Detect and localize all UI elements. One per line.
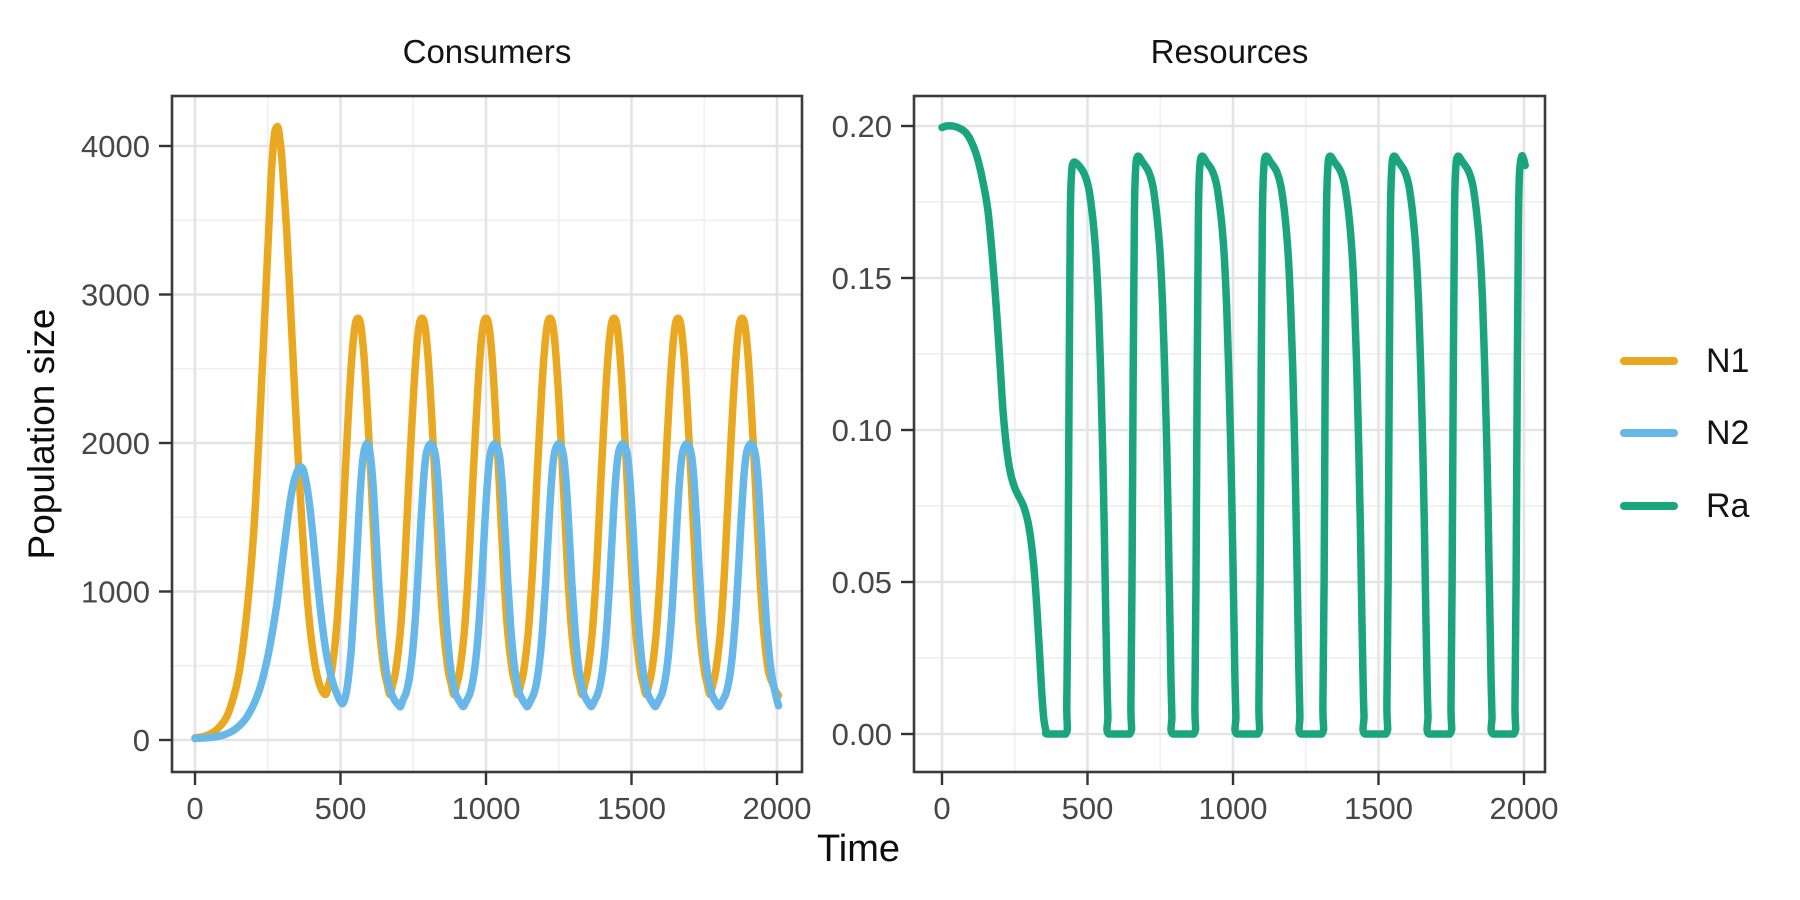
x-tick-label: 1000 <box>1199 791 1268 826</box>
x-tick-label: 500 <box>315 791 367 826</box>
y-tick-label: 3000 <box>81 278 150 313</box>
panel-border <box>912 94 1547 774</box>
x-tick-label: 0 <box>186 791 203 826</box>
x-tick-label: 500 <box>1062 791 1114 826</box>
y-tick-label: 0 <box>133 723 150 758</box>
n2-line <box>191 439 783 743</box>
legend-item-n1: N1 <box>1620 343 1749 379</box>
x-tick-label: 0 <box>933 791 950 826</box>
y-tick-label: 0.05 <box>832 565 892 600</box>
x-tick-label: 2000 <box>743 791 812 826</box>
y-tick-label: 2000 <box>81 426 150 461</box>
ra-line <box>938 122 1529 738</box>
legend-label-ra: Ra <box>1706 487 1750 525</box>
legend-item-ra: Ra <box>1620 488 1749 524</box>
series-lines <box>938 122 1529 738</box>
y-tick-label: 0.10 <box>832 413 892 448</box>
x-axis-title: Time <box>816 828 901 870</box>
axis-ticks <box>159 144 779 785</box>
x-tick-label: 1500 <box>1344 791 1413 826</box>
panel-resources: 0 500 1000 1500 2000 0.00 0.05 0.10 0.15 0.20 <box>832 94 1559 826</box>
y-tick-label: 0.15 <box>832 261 892 296</box>
x-tick-label: 2000 <box>1490 791 1559 826</box>
left-panel-title: Consumers <box>402 33 572 70</box>
axis-ticks <box>901 124 1526 785</box>
legend-item-n2: N2 <box>1620 415 1749 451</box>
axis-tick-labels: 0 500 1000 1500 2000 0.00 0.05 0.10 0.15 0.20 <box>832 109 1559 826</box>
x-tick-label: 1000 <box>452 791 521 826</box>
y-tick-label: 1000 <box>81 575 150 610</box>
legend-label-n1: N1 <box>1706 342 1750 380</box>
right-panel-title: Resources <box>1150 33 1309 70</box>
legend-label-n2: N2 <box>1706 414 1750 452</box>
panel-consumers: 0 500 1000 1500 2000 0 1000 2000 3000 4000 <box>81 94 811 826</box>
ra-key-line-icon <box>1620 502 1678 510</box>
axis-tick-labels: 0 500 1000 1500 2000 0 1000 2000 3000 4000 <box>81 129 811 826</box>
y-tick-label: 0.00 <box>832 717 892 752</box>
n1-key-line-icon <box>1620 357 1678 365</box>
y-tick-label: 4000 <box>81 129 150 164</box>
y-tick-label: 0.20 <box>832 109 892 144</box>
series-lines <box>191 122 783 743</box>
n2-key-line-icon <box>1620 429 1678 437</box>
x-tick-label: 1500 <box>597 791 666 826</box>
y-axis-title: Population size <box>21 308 62 560</box>
